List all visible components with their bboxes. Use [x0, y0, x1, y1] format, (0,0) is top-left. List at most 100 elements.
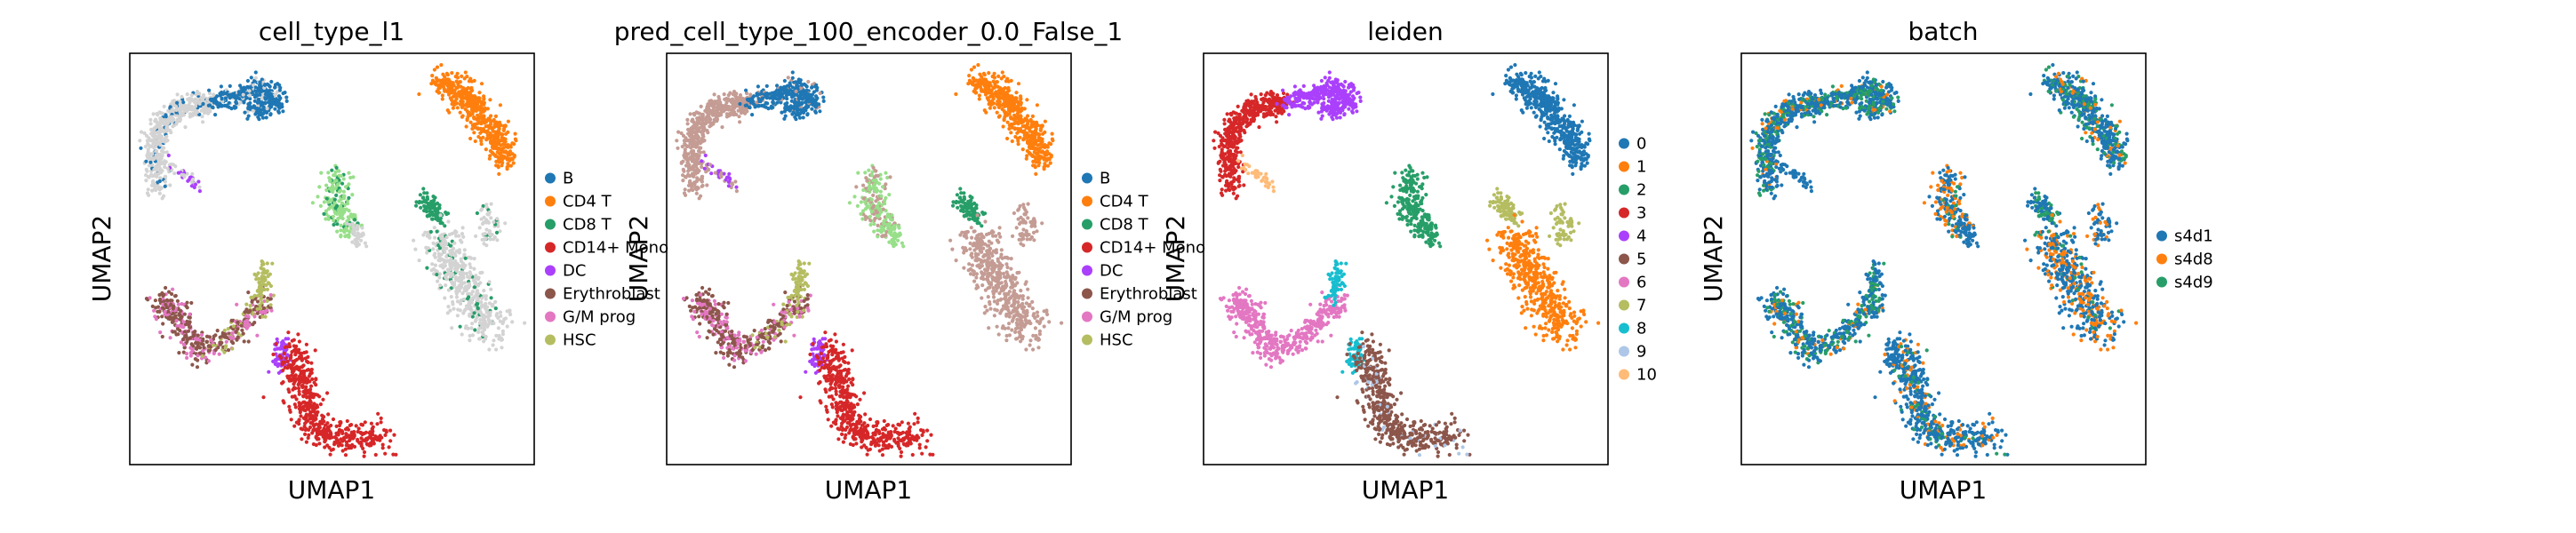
scatter-point [494, 159, 499, 163]
scatter-point [343, 453, 348, 457]
scatter-point [309, 361, 314, 365]
scatter-point [1005, 113, 1010, 117]
scatter-point [681, 173, 685, 178]
scatter-point [790, 85, 795, 90]
scatter-point [706, 131, 710, 135]
scatter-point [1025, 98, 1029, 102]
scatter-point [734, 91, 739, 96]
scatter-point [991, 95, 996, 99]
scatter-point [495, 217, 500, 221]
scatter-point [243, 110, 247, 115]
scatter-point [218, 342, 223, 346]
scatter-point [745, 97, 750, 102]
scatter-point [300, 427, 305, 432]
scatter-point [215, 329, 220, 333]
scatter-points [138, 63, 527, 458]
scatter-point [292, 344, 296, 348]
scatter-point [760, 96, 765, 100]
scatter-point [764, 105, 768, 109]
scatter-point [200, 115, 204, 119]
scatter-point [293, 405, 298, 410]
scatter-point [292, 348, 296, 353]
scatter-point [452, 241, 457, 245]
scatter-point [878, 207, 883, 211]
scatter-point [1018, 116, 1022, 121]
scatter-point [195, 110, 199, 115]
scatter-point [505, 324, 509, 329]
scatter-point [795, 80, 799, 84]
scatter-point [492, 141, 497, 146]
scatter-point [1005, 120, 1010, 124]
scatter-point [785, 97, 789, 101]
scatter-point [468, 265, 473, 270]
scatter-point [246, 114, 251, 118]
scatter-point [258, 84, 262, 88]
scatter-point [328, 452, 332, 457]
scatter-point [477, 91, 482, 95]
scatter-point [1038, 142, 1043, 147]
scatter-point [164, 174, 168, 179]
scatter-point [454, 230, 459, 235]
scatter-point [500, 338, 504, 342]
scatter-point [476, 291, 481, 296]
scatter-point [351, 435, 356, 440]
scatter-point [447, 232, 452, 237]
scatter-point [480, 207, 484, 211]
scatter-point [967, 74, 972, 78]
scatter-point [991, 74, 996, 78]
scatter-point [1030, 146, 1035, 150]
scatter-point [384, 428, 388, 433]
scatter-point [305, 395, 309, 400]
scatter-point [165, 166, 170, 171]
scatter-point [158, 297, 163, 301]
scatter-point [172, 171, 177, 176]
scatter-point [1045, 145, 1050, 149]
scatter-point [268, 88, 272, 92]
scatter-point [162, 104, 166, 108]
scatter-point [724, 115, 730, 119]
scatter-point [868, 222, 873, 227]
scatter-point [475, 298, 479, 302]
scatter-point [487, 347, 492, 352]
scatter-point [683, 149, 687, 155]
scatter-point [162, 292, 166, 297]
scatter-point [988, 106, 992, 110]
scatter-point [258, 286, 262, 290]
scatter-point [155, 139, 159, 143]
scatter-point [160, 314, 164, 319]
scatter-point [330, 168, 334, 172]
scatter-point [430, 74, 435, 78]
scatter-point [479, 300, 484, 305]
scatter-point [996, 105, 1001, 109]
scatter-point [461, 275, 466, 280]
scatter-point [296, 386, 301, 391]
scatter-point [454, 286, 459, 290]
scatter-point [444, 275, 448, 280]
scatter-point [481, 127, 485, 131]
scatter-point [142, 131, 147, 136]
scatter-point [489, 287, 493, 291]
scatter-point [1013, 106, 1018, 110]
scatter-point [277, 346, 282, 351]
scatter-point [860, 209, 866, 213]
scatter-point [387, 445, 391, 449]
scatter-point [500, 346, 504, 350]
scatter-point [869, 197, 874, 202]
scatter-point [444, 71, 449, 76]
scatter-point [357, 441, 362, 445]
scatter-point [431, 204, 436, 210]
scatter-point [351, 175, 356, 179]
scatter-point [308, 370, 313, 374]
scatter-point [477, 99, 482, 104]
scatter-point [311, 404, 316, 409]
scatter-point [181, 100, 186, 105]
scatter-point [152, 126, 156, 131]
scatter-point [180, 302, 184, 306]
scatter-point [264, 115, 268, 120]
scatter-point [884, 171, 888, 175]
scatter-point [684, 175, 688, 179]
scatter-point [258, 112, 262, 117]
legend-label: DC [563, 262, 586, 281]
scatter-point [160, 334, 164, 339]
scatter-point [435, 65, 440, 69]
